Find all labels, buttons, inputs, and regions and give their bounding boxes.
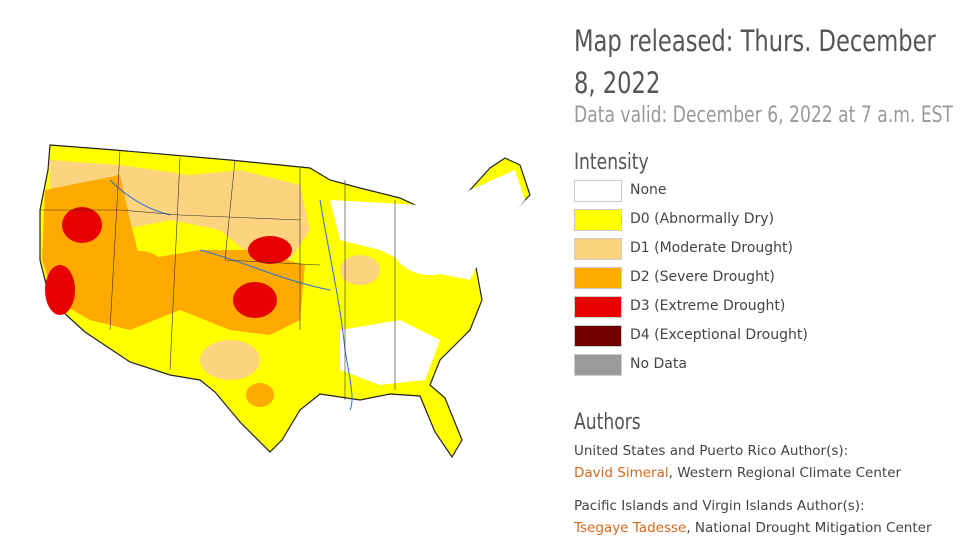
river — [319, 199, 353, 411]
legend-swatch — [574, 325, 622, 347]
author-name[interactable]: David Simeral — [574, 465, 669, 481]
drought-area — [62, 207, 102, 243]
legend-label: No Data — [630, 356, 687, 372]
legend-swatch — [574, 238, 622, 260]
author-heading: United States and Puerto Rico Author(s): — [574, 443, 849, 459]
release-date: Map released: Thurs. December 8, 2022 — [574, 24, 936, 100]
drought-area — [118, 251, 162, 279]
drought-area — [248, 236, 292, 264]
legend-label: D3 (Extreme Drought) — [630, 298, 786, 314]
border — [40, 149, 396, 400]
drought-area — [233, 282, 277, 318]
drought-area — [340, 320, 440, 385]
drought-area — [390, 205, 470, 275]
author-heading: Pacific Islands and Virgin Islands Autho… — [574, 498, 865, 514]
author-line: David Simeral, Western Regional Climate … — [574, 465, 901, 481]
drought-area — [45, 265, 75, 315]
author-line: Tsegaye Tadesse, National Drought Mitiga… — [574, 520, 932, 536]
drought-area — [246, 383, 274, 407]
authors-title: Authors — [574, 410, 641, 435]
drought-area — [340, 255, 380, 285]
legend-label: D0 (Abnormally Dry) — [630, 211, 775, 227]
legend-swatch — [574, 267, 622, 289]
legend-label: D1 (Moderate Drought) — [630, 240, 794, 256]
drought-area — [200, 340, 260, 380]
author-name[interactable]: Tsegaye Tadesse — [574, 520, 687, 536]
legend-label: D2 (Severe Drought) — [630, 269, 775, 285]
state-borders — [40, 149, 396, 400]
legend-swatch — [574, 296, 622, 318]
legend-swatch — [574, 180, 622, 202]
legend-label: None — [630, 182, 667, 198]
legend-label: D4 (Exceptional Drought) — [630, 327, 808, 343]
author-affiliation: , National Drought Mitigation Center — [686, 520, 932, 536]
legend-title: Intensity — [574, 150, 649, 175]
river — [199, 249, 331, 291]
legend-swatch — [574, 209, 622, 231]
drought-map — [39, 144, 531, 459]
legend-swatch — [574, 354, 622, 376]
author-affiliation: , Western Regional Climate Center — [668, 465, 902, 481]
valid-date: Data valid: December 6, 2022 at 7 a.m. E… — [574, 103, 954, 128]
